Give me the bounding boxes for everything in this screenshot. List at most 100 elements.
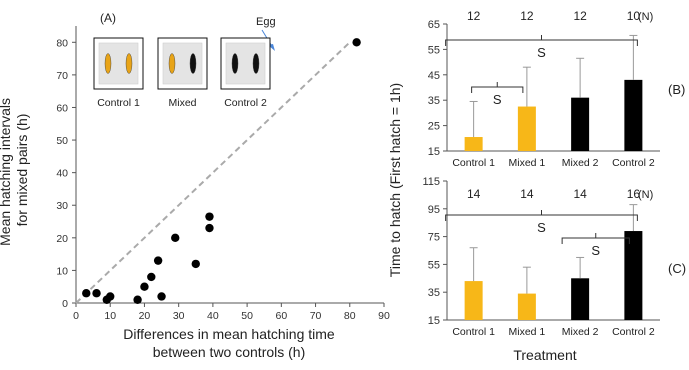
scatter-y-tick-label: 70 xyxy=(56,70,68,82)
bar-category-label: Mixed 2 xyxy=(562,157,599,169)
bar-y-tick-label: 75 xyxy=(428,232,440,244)
bar-y-tick-label: 35 xyxy=(428,95,440,107)
scatter-y-tick-label: 20 xyxy=(56,233,68,245)
bar-y-tick-label: 35 xyxy=(428,287,440,299)
bar-category-label: Control 1 xyxy=(452,326,495,338)
egg-inset-label: Mixed xyxy=(168,97,196,109)
scatter-y-tick-label: 10 xyxy=(56,265,68,277)
scatter-x-tick-label: 60 xyxy=(275,310,287,322)
sample-size-label: 16 xyxy=(627,187,641,201)
scatter-point xyxy=(147,272,156,282)
sample-size-unit-label: (N) xyxy=(638,189,653,201)
bar-y-tick-label: 95 xyxy=(428,204,440,216)
scatter-x-tick-label: 90 xyxy=(378,310,390,322)
bar xyxy=(464,281,483,320)
sample-size-label: 14 xyxy=(520,187,534,201)
bar-y-tick-label: 25 xyxy=(428,121,440,133)
scatter-point xyxy=(153,256,163,265)
scatter-points xyxy=(82,38,361,304)
bar-y-tick-label: 55 xyxy=(428,259,440,271)
significance-label: S xyxy=(537,45,546,60)
bar-y-tick-label: 15 xyxy=(428,315,440,327)
bar xyxy=(571,278,590,320)
egg-inset-label: Control 2 xyxy=(224,97,267,109)
sample-size-label: 12 xyxy=(573,9,587,23)
scatter-x-tick-label: 80 xyxy=(344,310,356,322)
scatter-point xyxy=(352,38,361,47)
bar-category-label: Control 2 xyxy=(612,326,655,338)
sample-size-label: 10 xyxy=(627,9,641,23)
sample-size-label: 12 xyxy=(520,9,534,23)
bar-panel-b: (B) 15 25 35 45 55 65 Control 1 12 Mixed 1 12 Mixe… xyxy=(428,9,686,169)
scatter-y-tick-label: 50 xyxy=(56,135,68,147)
sample-size-label: 14 xyxy=(467,187,481,201)
scatter-x-tick-label: 0 xyxy=(73,310,79,322)
bar xyxy=(517,106,536,151)
egg-inset: Control 2 xyxy=(220,37,271,109)
bar-category-label: Control 1 xyxy=(452,157,495,169)
scatter-xlabel-line-1: Differences in mean hatching time xyxy=(123,326,335,342)
bar-category-label: Control 2 xyxy=(612,157,655,169)
scatter-y-tick-label: 0 xyxy=(62,298,68,310)
egg-left xyxy=(231,53,239,74)
scatter-point xyxy=(171,233,180,243)
scatter-xlabel-line-2: between two controls (h) xyxy=(153,344,306,360)
egg-left xyxy=(168,53,176,74)
scatter-x-tick-label: 30 xyxy=(173,310,185,322)
bar-category-label: Mixed 1 xyxy=(508,326,545,338)
scatter-point xyxy=(82,289,91,298)
scatter-point xyxy=(140,282,149,291)
bar-category-label: Mixed 1 xyxy=(508,157,545,169)
bar xyxy=(624,231,643,320)
scatter-x-tick-label: 20 xyxy=(139,310,151,322)
bar xyxy=(571,97,590,151)
bar-y-tick-label: 65 xyxy=(428,19,440,31)
scatter-y-tick-label: 80 xyxy=(56,37,68,49)
bar xyxy=(624,79,643,151)
scatter-y-tick-label: 30 xyxy=(56,200,68,212)
egg-annotation: Egg xyxy=(256,16,276,28)
scatter-point xyxy=(92,289,101,298)
scatter-point xyxy=(191,259,200,269)
egg-right xyxy=(189,53,197,74)
scatter-x-tick-label: 40 xyxy=(207,310,219,322)
egg-inset: Mixed xyxy=(157,37,208,109)
panel-c-label: (C) xyxy=(668,261,686,276)
scatter-ylabel: Mean hatching intervals for mixed pairs … xyxy=(0,94,30,246)
significance-label: S xyxy=(537,220,546,235)
sample-size-unit-label: (N) xyxy=(638,11,653,23)
scatter-point xyxy=(133,295,142,304)
bar-category-label: Mixed 2 xyxy=(562,326,599,338)
scatter-y-tick-label: 60 xyxy=(56,102,68,114)
significance-label: S xyxy=(493,92,502,107)
bar-panel-c: (C) 15 35 55 75 95 115 Control 1 14 Mixed 1 14 Mix… xyxy=(422,176,686,338)
bar-y-tick-label: 45 xyxy=(428,70,440,82)
significance-label: S xyxy=(591,243,600,258)
bar-xlabel: Treatment xyxy=(513,347,576,363)
scatter-point xyxy=(106,292,115,301)
reference-diagonal-line xyxy=(75,41,351,304)
panel-a-label: (A) xyxy=(100,11,116,25)
bar-y-tick-label: 115 xyxy=(422,176,440,188)
bar-y-tick-label: 15 xyxy=(428,146,440,158)
sample-size-label: 12 xyxy=(467,9,481,23)
sample-size-label: 14 xyxy=(573,187,587,201)
scatter-x-tick-label: 50 xyxy=(241,310,253,322)
scatter-y-tick-label: 40 xyxy=(56,168,68,180)
scatter-x-tick-label: 10 xyxy=(104,310,116,322)
bar xyxy=(517,293,536,320)
bar-y-tick-label: 55 xyxy=(428,44,440,56)
scatter-panel-a: (A) Egg Control 1 Mixed Control 2 0 10 20 30 4… xyxy=(0,11,390,360)
egg-inset-label: Control 1 xyxy=(97,97,140,109)
scatter-x-tick-label: 70 xyxy=(310,310,322,322)
egg-left xyxy=(104,53,112,74)
scatter-ylabel-line-1: Mean hatching intervals xyxy=(0,98,13,246)
scatter-point xyxy=(157,292,166,301)
egg-insets: Control 1 Mixed Control 2 xyxy=(93,37,271,109)
scatter-point xyxy=(205,212,214,221)
egg-right xyxy=(252,53,260,74)
bar-ylabel: Time to hatch (First hatch = 1h) xyxy=(387,83,403,277)
scatter-ylabel-line-2: for mixed pairs (h) xyxy=(14,114,30,227)
panel-b-label: (B) xyxy=(668,82,685,97)
